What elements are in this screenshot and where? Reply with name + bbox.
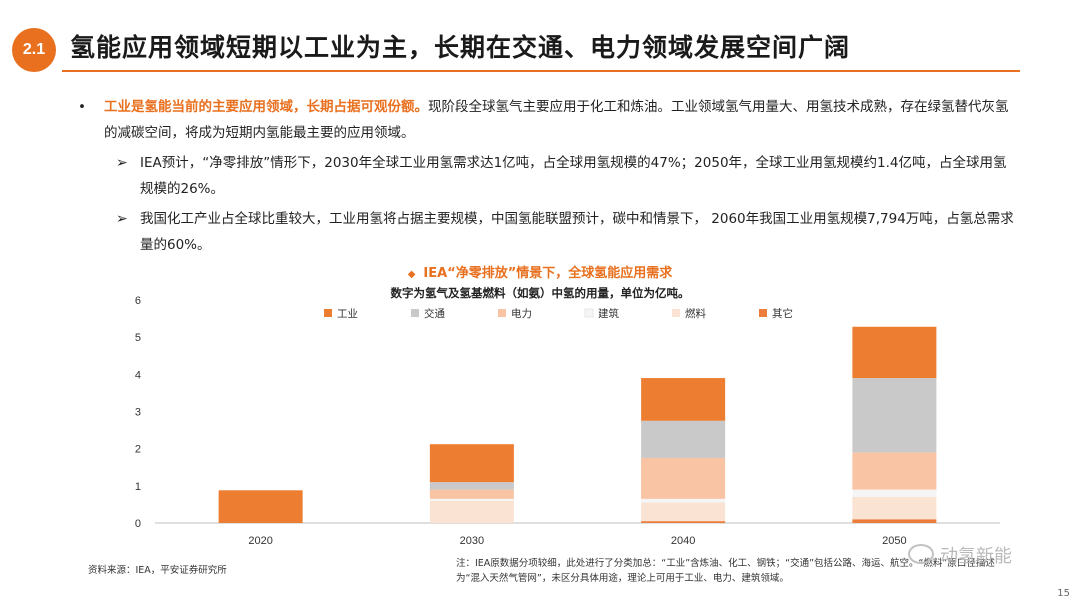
bar-segment-2030-电力 [429, 489, 514, 499]
y-tick-label: 1 [135, 481, 141, 493]
bar-segment-2040-工业 [641, 378, 726, 421]
y-tick-label: 3 [135, 407, 141, 419]
page-number: 15 [1057, 588, 1070, 599]
bar-segment-2050-建筑 [852, 489, 937, 497]
arrow-bullet-icon: ➢ [116, 155, 128, 171]
watermark: 动氢新能 [908, 542, 1012, 568]
sub-bullet-2: ➢ 我国化工产业占全球比重较大，工业用氢将占据主要规模，中国氢能联盟预计，碳中和… [78, 206, 1018, 258]
bullet-section: • 工业是氢能当前的主要应用领域，长期占据可观份额。现阶段全球氢气主要应用于化工… [78, 94, 1018, 258]
bar-segment-2020-工业 [218, 490, 303, 523]
source-note: 资料来源：IEA，平安证券研究所 [88, 565, 227, 576]
main-bullet-highlight: 工业是氢能当前的主要应用领域，长期占据可观份额。 [104, 99, 428, 115]
legend-swatch [411, 309, 419, 317]
legend-swatch [759, 309, 767, 317]
legend-swatch [324, 309, 332, 317]
x-tick-label: 2030 [460, 535, 484, 547]
legend-label: 工业 [337, 308, 358, 320]
bar-segment-2030-工业 [429, 444, 514, 483]
bar-segment-2050-燃料 [852, 496, 937, 520]
wechat-icon [908, 544, 934, 564]
bar-segment-2050-电力 [852, 452, 937, 490]
chart-title: ◆ IEA“净零排放”情景下，全球氢能应用需求 [0, 262, 1080, 281]
main-bullet-text: 现阶段全球氢气主要应用于化工和炼油。工业领域氢气用量大、用氢技术成熟，存在绿氢替… [104, 99, 1009, 141]
y-tick-label: 5 [135, 332, 141, 344]
legend-swatch [584, 308, 594, 318]
x-tick-label: 2040 [671, 535, 695, 547]
chart-title-text: IEA“净零排放”情景下，全球氢能应用需求 [423, 266, 673, 281]
bar-segment-2030-建筑 [429, 498, 514, 501]
y-tick-label: 0 [135, 518, 141, 530]
stacked-bar-chart: 0 1 2 3 4 5 6 2020 2030 2040 2050 工业 交通 电力 建筑 燃料 其它 [135, 295, 1000, 547]
y-tick-label: 6 [135, 295, 141, 307]
bar-segment-2050-其它 [852, 519, 937, 523]
legend-label: 其它 [772, 307, 793, 320]
diamond-icon: ◆ [407, 269, 416, 280]
sub-bullet-1-text: IEA预计，“净零排放”情形下，2030年全球工业用氢需求达1亿吨，占全球用氢规… [140, 155, 1007, 197]
legend-swatch [498, 309, 506, 317]
title-divider [62, 70, 1020, 72]
bullet-dot-icon: • [78, 99, 86, 115]
y-tick-label: 2 [135, 444, 141, 456]
bar-segment-2040-建筑 [641, 498, 726, 503]
bar-segment-2030-燃料 [429, 500, 514, 523]
bar-segment-2040-电力 [641, 457, 726, 499]
chart-subtitle: 数字为氢气及氢基燃料（如氨）中氢的用量，单位为亿吨。 [390, 286, 690, 300]
legend-label: 燃料 [685, 307, 706, 320]
x-tick-label: 2050 [882, 535, 906, 547]
page-title: 氢能应用领域短期以工业为主，长期在交通、电力领域发展空间广阔 [70, 33, 851, 62]
section-number-badge: 2.1 [12, 28, 56, 72]
legend-swatch [672, 309, 680, 317]
bar-segment-2030-交通 [429, 482, 514, 490]
bar-segment-2040-交通 [641, 420, 726, 458]
legend-label: 电力 [511, 307, 532, 320]
bar-segment-2050-工业 [852, 326, 937, 379]
arrow-bullet-icon: ➢ [116, 211, 128, 227]
bar-segment-2050-交通 [852, 378, 937, 453]
sub-bullet-2-text: 我国化工产业占全球比重较大，工业用氢将占据主要规模，中国氢能联盟预计，碳中和情景… [140, 211, 1014, 253]
watermark-text: 动氢新能 [940, 546, 1012, 567]
legend-label: 建筑 [598, 307, 619, 320]
legend-label: 交通 [424, 307, 445, 320]
main-bullet: • 工业是氢能当前的主要应用领域，长期占据可观份额。现阶段全球氢气主要应用于化工… [78, 94, 1018, 146]
x-tick-label: 2020 [248, 535, 272, 547]
bar-segment-2040-燃料 [641, 502, 726, 522]
y-tick-label: 4 [135, 369, 141, 381]
footnote: 注：IEA原数据分项较细，此处进行了分类加总：“工业”含炼油、化工、钢铁；“交通… [456, 558, 995, 584]
sub-bullet-1: ➢ IEA预计，“净零排放”情形下，2030年全球工业用氢需求达1亿吨，占全球用… [78, 150, 1018, 202]
bar-segment-2040-其它 [641, 521, 726, 523]
section-number: 2.1 [22, 41, 46, 58]
